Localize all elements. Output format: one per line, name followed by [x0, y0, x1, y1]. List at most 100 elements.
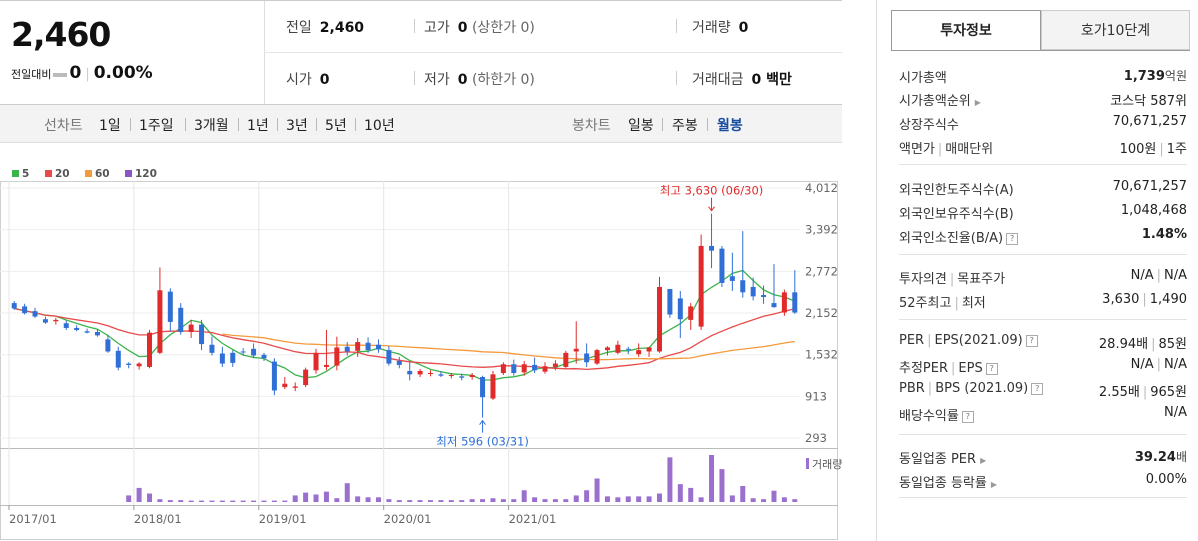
price-header: 2,460 전일대비 0 | 0.00% 전일 2,460 고가 0 (상한가 0) 거래…: [0, 0, 842, 104]
sector-per-unit: 배: [1175, 450, 1187, 464]
foreign-ratio-label: 외국인소진율(B/A): [899, 231, 1004, 246]
legend-label: 120: [135, 168, 157, 180]
volume-bar: [792, 499, 798, 502]
est-per-label: 추정PER: [899, 361, 949, 376]
candle: [667, 288, 673, 318]
volume-bar: [271, 500, 277, 502]
high-value: 0: [457, 20, 468, 36]
target-price-value: N/A: [1164, 268, 1187, 283]
volume-bar: [365, 497, 371, 502]
market-cap-rank-value: 코스닥 587위: [1110, 94, 1187, 109]
market-cap-rank-label: 시가총액순위: [899, 94, 971, 109]
volume-bar: [636, 496, 642, 502]
candle-body: [355, 342, 361, 351]
candle-monthly[interactable]: 월봉: [717, 118, 743, 134]
candle-body: [761, 295, 767, 298]
volume-bar: [615, 497, 621, 502]
candle: [365, 337, 371, 353]
help-icon[interactable]: ?: [985, 362, 998, 375]
candle: [386, 346, 392, 366]
sector-per-label: 동일업종 PER: [899, 452, 977, 467]
foreign-limit-label: 외국인한도주식수(A): [899, 183, 1014, 198]
candle-body: [84, 331, 90, 333]
candle-body: [490, 374, 496, 399]
candle: [781, 289, 787, 316]
legend-label: 60: [95, 168, 110, 180]
candle-body: [365, 342, 371, 351]
trading-unit: 1주: [1166, 142, 1187, 157]
tab-investment-info[interactable]: 투자정보: [891, 10, 1041, 50]
candle: [63, 320, 69, 330]
candle: [438, 370, 444, 378]
foreign-holding-row: 외국인보유주식수(B) 1,048,468: [899, 200, 1187, 222]
open-value: 0: [319, 72, 330, 88]
candle: [532, 357, 538, 373]
volume-bar: [563, 499, 569, 502]
period-5y[interactable]: 5년: [325, 118, 347, 134]
candle: [594, 348, 600, 365]
volume-bar: [209, 500, 215, 502]
change-label: 전일대비: [11, 68, 52, 81]
candle: [157, 267, 163, 355]
candle-body: [677, 298, 683, 320]
candle: [22, 303, 28, 315]
chevron-right-icon[interactable]: ▶: [980, 456, 987, 465]
candle: [32, 307, 38, 318]
sector-change-value: 0.00%: [1145, 472, 1187, 487]
candle-daily[interactable]: 일봉: [628, 118, 654, 134]
volume-value: 0: [738, 20, 749, 36]
period-1w[interactable]: 1주일: [139, 118, 174, 134]
volume-bar: [781, 497, 787, 502]
legend-label: 5: [22, 168, 29, 180]
candle-body: [584, 353, 590, 363]
help-icon[interactable]: ?: [961, 410, 974, 423]
candle: [615, 340, 621, 355]
candle: [53, 317, 59, 325]
volume-bar: [552, 499, 558, 502]
chevron-right-icon[interactable]: ▶: [974, 98, 981, 107]
candle-weekly[interactable]: 주봉: [672, 118, 698, 134]
volume-bar: [500, 499, 506, 502]
legend-swatch: [85, 170, 92, 177]
help-icon[interactable]: ?: [1031, 382, 1044, 395]
foreign-ratio-row: 외국인소진율(B/A)? 1.48%: [899, 224, 1187, 246]
y-tick-label: 1,532: [805, 348, 838, 362]
candle: [646, 346, 652, 357]
y-tick-label: 3,392: [805, 223, 838, 237]
volume-bar: [584, 490, 590, 502]
candle-body: [594, 350, 600, 364]
period-10y[interactable]: 10년: [364, 118, 395, 134]
candle: [323, 329, 329, 371]
par-value-label: 액면가: [899, 142, 935, 157]
week52-high-value: 3,630: [1102, 292, 1140, 307]
candle-body: [334, 347, 340, 366]
period-1d[interactable]: 1일: [99, 118, 121, 134]
candle: [511, 359, 517, 376]
tab-order-book[interactable]: 호가10단계: [1041, 10, 1190, 50]
ma-20-line: [14, 307, 795, 371]
volume-label: 거래량: [812, 458, 842, 471]
candle: [469, 372, 475, 380]
period-1y[interactable]: 1년: [247, 118, 269, 134]
stock-chart: 거래량 4,012 3,392 2,772 2,152 1,532 913 293 2017/…: [0, 168, 842, 540]
period-3y[interactable]: 3년: [286, 118, 308, 134]
legend-swatch: [45, 170, 52, 177]
period-selector: 선차트 1일 1주일 3개월 1년 3년 5년 10년 봉차트 일봉 주봉 월봉: [0, 104, 842, 143]
help-icon[interactable]: ?: [1025, 334, 1038, 347]
candle-body: [396, 360, 402, 365]
per-label: PER: [899, 333, 925, 348]
eps-label: EPS(2021.09): [934, 333, 1023, 348]
candle: [428, 370, 434, 377]
volume-bar: [136, 487, 142, 502]
help-icon[interactable]: ?: [1006, 232, 1019, 245]
week52-low-label: 최저: [961, 296, 986, 311]
candle-body: [500, 364, 506, 373]
chevron-right-icon[interactable]: ▶: [990, 480, 998, 489]
candle-body: [178, 307, 184, 332]
candle-body: [781, 292, 787, 313]
opinion-value: N/A: [1130, 268, 1154, 283]
candle-body: [167, 291, 173, 322]
per-row: PER | EPS(2021.09)? 28.94배 | 85원: [899, 333, 1187, 352]
period-3m[interactable]: 3개월: [194, 118, 229, 134]
chart-axes: 4,012 3,392 2,772 2,152 1,532 913 293 2017/01 20…: [8, 181, 838, 526]
